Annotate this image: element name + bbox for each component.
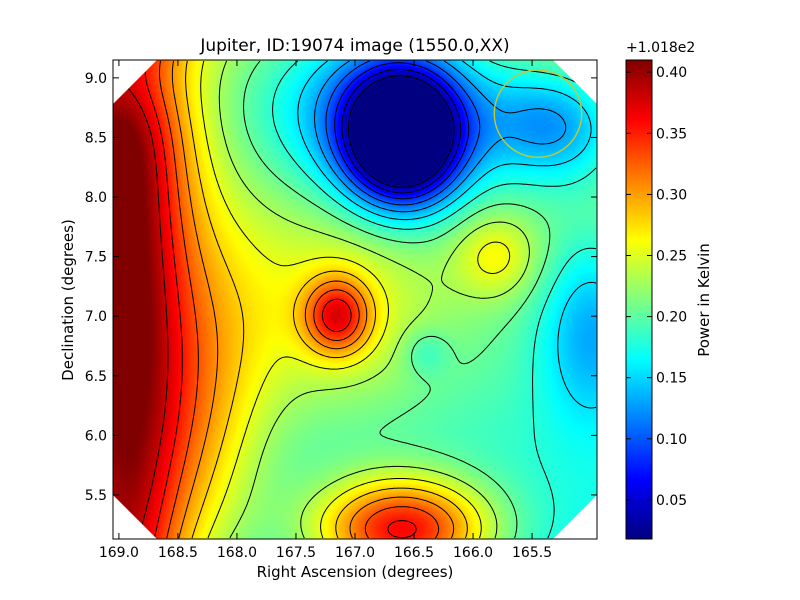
contour-lines	[113, 60, 597, 539]
contour-level-9	[200, 60, 511, 539]
colorbar-tick-label: 0.20	[656, 310, 687, 326]
y-tick-label: 8.0	[85, 190, 107, 206]
plot-area: 169.0 168.5 168.0 167.5 167.0 166.5 166.0 165.5…	[85, 59, 598, 561]
x-tick-label: 166.0	[453, 545, 493, 561]
contour-level-10	[185, 60, 468, 539]
x-tick-label: 168.5	[158, 545, 198, 561]
heatmap-image	[113, 60, 597, 539]
contour-level-11	[171, 60, 455, 539]
colorbar: 0.05 0.10 0.15 0.20 0.25 0.30 0.35 0.40 +1.018e…	[625, 40, 713, 540]
contour-level-7	[243, 60, 597, 539]
colorbar-gradient	[625, 59, 653, 540]
y-tick-label: 7.5	[85, 250, 107, 266]
chart-title: Jupiter, ID:19074 image (1550.0,XX)	[199, 36, 509, 56]
x-tick-label: 167.0	[335, 545, 375, 561]
colorbar-tick-label: 0.05	[656, 493, 687, 509]
y-tick-label: 6.5	[85, 369, 107, 385]
colorbar-ticks: 0.05 0.10 0.15 0.20 0.25 0.30 0.35 0.40	[626, 65, 687, 509]
contour-level-4	[314, 60, 567, 213]
colorbar-tick-label: 0.35	[656, 126, 687, 142]
y-tick-label: 7.0	[85, 309, 107, 325]
colorbar-label: Power in Kelvin	[695, 243, 713, 357]
contour-level-1	[341, 69, 462, 194]
colorbar-offset-label: +1.018e2	[626, 40, 695, 56]
colorbar-tick-label: 0.40	[656, 65, 687, 81]
y-axis-label: Declination (degrees)	[59, 219, 77, 381]
contour-level-12	[159, 60, 440, 539]
y-tick-label: 8.5	[85, 130, 107, 146]
contour-level-5	[297, 60, 597, 409]
contour-level-8	[218, 60, 530, 539]
contour-level-3	[325, 60, 481, 206]
y-tick-label: 9.0	[85, 71, 107, 87]
x-axis-ticks: 169.0 168.5 168.0 167.5 167.0 166.5 166.0 165.5	[99, 60, 552, 561]
x-tick-label: 169.0	[99, 545, 139, 561]
x-tick-label: 166.5	[394, 545, 434, 561]
x-tick-label: 167.5	[276, 545, 316, 561]
colorbar-tick-label: 0.30	[656, 187, 687, 203]
contour-level-2	[334, 62, 470, 200]
y-tick-label: 6.0	[85, 428, 107, 444]
beam-circle	[493, 69, 583, 158]
colorbar-tick-label: 0.25	[656, 249, 687, 265]
y-tick-label: 5.5	[85, 488, 107, 504]
x-axis-label: Right Ascension (degrees)	[257, 563, 454, 581]
colorbar-tick-label: 0.10	[656, 432, 687, 448]
colorbar-tick-label: 0.15	[656, 371, 687, 387]
x-tick-label: 165.5	[512, 545, 552, 561]
x-tick-label: 168.0	[217, 545, 257, 561]
y-axis-ticks: 5.5 6.0 6.5 7.0 7.5 8.0 8.5 9.0	[85, 71, 597, 504]
contour-level-0	[348, 75, 455, 188]
